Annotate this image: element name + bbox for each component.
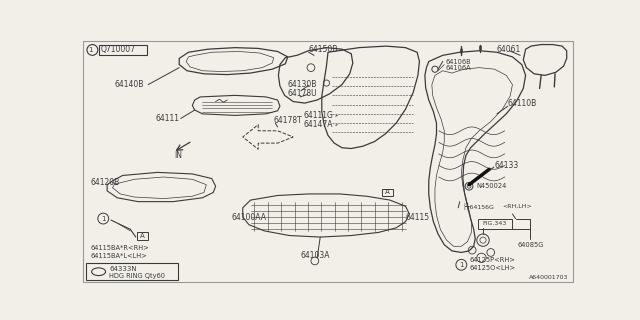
Text: 64115BA*R<RH>: 64115BA*R<RH> (91, 245, 150, 251)
Text: 64147A: 64147A (303, 120, 333, 129)
FancyBboxPatch shape (99, 45, 147, 55)
Text: ├╄64156G: ├╄64156G (463, 203, 495, 210)
Text: 64106B: 64106B (446, 59, 472, 65)
Text: 1: 1 (88, 47, 93, 53)
Text: 64110B: 64110B (508, 99, 537, 108)
Text: 1: 1 (459, 262, 463, 268)
Text: 64111G: 64111G (303, 111, 333, 120)
Text: 64178T: 64178T (274, 116, 303, 125)
Text: 64115BA*L<LH>: 64115BA*L<LH> (91, 252, 148, 259)
Text: 64150B: 64150B (308, 45, 338, 54)
Text: 64085G: 64085G (518, 242, 544, 248)
Text: 64115: 64115 (406, 212, 429, 221)
Text: 64103A: 64103A (301, 251, 330, 260)
Text: 1: 1 (101, 216, 106, 221)
Text: 64133: 64133 (495, 161, 519, 170)
Text: 64130B: 64130B (288, 80, 317, 89)
FancyBboxPatch shape (477, 219, 511, 229)
Text: Q710007: Q710007 (100, 45, 135, 54)
Text: 64106A: 64106A (446, 65, 472, 71)
Text: N450024: N450024 (477, 183, 507, 189)
Text: 64100AA: 64100AA (231, 212, 266, 221)
Text: FIG.343: FIG.343 (483, 221, 507, 227)
Text: IN: IN (175, 151, 182, 160)
Text: A640001703: A640001703 (529, 275, 568, 280)
Text: <RH,LH>: <RH,LH> (502, 204, 532, 209)
Text: 64178U: 64178U (288, 89, 317, 98)
Text: 64120B: 64120B (91, 178, 120, 187)
Text: 64333N: 64333N (109, 266, 137, 272)
FancyBboxPatch shape (138, 232, 148, 240)
FancyBboxPatch shape (382, 188, 393, 196)
Text: 64111: 64111 (156, 114, 180, 123)
Text: HDG RING Qty60: HDG RING Qty60 (109, 273, 166, 278)
Text: 64140B: 64140B (115, 80, 144, 89)
Text: A: A (140, 233, 145, 239)
Text: 64061: 64061 (497, 45, 521, 54)
FancyBboxPatch shape (86, 263, 178, 280)
Text: 64125O<LH>: 64125O<LH> (469, 265, 515, 271)
Text: 64125P<RH>: 64125P<RH> (469, 257, 515, 263)
Text: A: A (385, 189, 390, 196)
